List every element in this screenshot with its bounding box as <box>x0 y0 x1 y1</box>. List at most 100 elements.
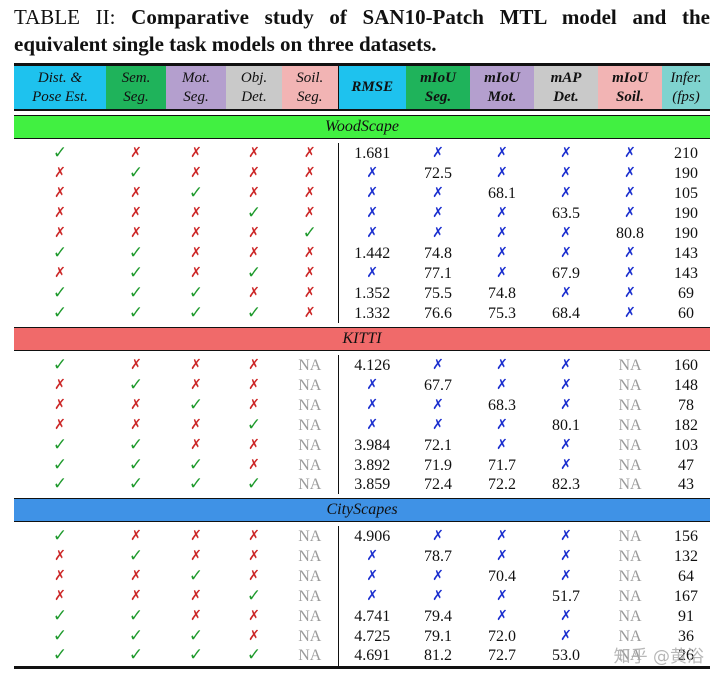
check-icon-glyph: ✓ <box>246 645 262 666</box>
table-body: WoodScape ✓ ✗ ✗ ✗ ✗ 1.681 ✗ ✗ ✗ ✗ 210 ✗ ✓ ✗ ✗ ✗ ✗ 72.5 ✗ ✗ ✗ 1… <box>14 110 710 669</box>
table-row: ✗ ✓ ✗ ✗ ✗ ✗ 72.5 ✗ ✗ ✗ 190 <box>14 163 710 183</box>
value-cell: 47 <box>678 456 694 474</box>
column-header: mIoU Soil. <box>598 63 662 111</box>
na-cell: NA <box>298 547 322 565</box>
check-icon: ✓ <box>14 526 106 546</box>
cross-icon: ✗ <box>106 183 166 203</box>
cross-icon-glyph: ✗ <box>496 245 508 261</box>
value-cell: 210 <box>674 144 698 162</box>
cross-icon: ✗ <box>166 415 226 435</box>
table-row: ✗ ✗ ✓ ✗ NA ✗ ✗ 68.3 ✗ NA 78 <box>14 395 710 415</box>
value-cell: 4.741 <box>337 606 406 627</box>
cross-icon: ✗ <box>406 203 470 223</box>
cross-icon-glyph: ✗ <box>190 265 202 281</box>
cross-icon-glyph: ✗ <box>496 165 508 181</box>
table-row: ✓ ✓ ✗ ✗ ✗ 1.442 74.8 ✗ ✗ ✗ 143 <box>14 243 710 263</box>
value-cell: 160 <box>674 356 698 374</box>
cross-icon-glyph: ✗ <box>54 165 66 181</box>
value-cell: 43 <box>678 476 694 494</box>
cross-icon-glyph: ✗ <box>496 265 508 281</box>
cross-icon-glyph: ✗ <box>130 225 142 241</box>
cross-icon: ✗ <box>166 263 226 283</box>
cross-icon: ✗ <box>534 223 598 243</box>
cross-icon: ✗ <box>226 395 282 415</box>
check-icon-glyph: ✓ <box>52 625 68 646</box>
cross-icon: ✗ <box>534 355 598 375</box>
cross-icon: ✗ <box>106 395 166 415</box>
value-cell: 1.442 <box>337 243 406 263</box>
cross-icon: ✗ <box>406 395 470 415</box>
cross-icon-glyph: ✗ <box>190 245 202 261</box>
cross-icon: ✗ <box>534 455 598 475</box>
cross-icon: ✗ <box>470 223 534 243</box>
na-cell: NA <box>618 567 642 585</box>
cross-icon: ✗ <box>166 435 226 455</box>
cross-icon: ✗ <box>14 163 106 183</box>
cross-icon-glyph: ✗ <box>130 357 142 373</box>
cross-icon-glyph: ✗ <box>248 628 260 645</box>
check-icon: ✓ <box>106 455 166 475</box>
cross-icon: ✗ <box>14 395 106 415</box>
cross-icon-glyph: ✗ <box>560 568 572 585</box>
value-cell: 91 <box>678 607 694 625</box>
cross-icon-glyph: ✗ <box>432 205 444 221</box>
value-cell: 36 <box>678 627 694 645</box>
cross-icon: ✗ <box>470 415 534 435</box>
na-cell: NA <box>298 607 322 625</box>
cross-icon: ✗ <box>534 606 598 626</box>
column-header-line2: Soil. <box>616 88 644 105</box>
value-cell: 190 <box>674 224 698 242</box>
cross-icon-glyph: ✗ <box>496 528 508 545</box>
cross-icon-glyph: ✗ <box>560 165 572 181</box>
cross-icon-glyph: ✗ <box>560 377 572 393</box>
table-row: ✓ ✓ ✓ ✗ ✗ 1.352 75.5 74.8 ✗ ✗ 69 <box>14 283 710 303</box>
cross-icon-glyph: ✗ <box>190 205 202 221</box>
na-cell: NA <box>598 646 662 669</box>
cross-icon-glyph: ✗ <box>432 357 444 373</box>
check-icon: ✓ <box>226 415 282 435</box>
check-icon-glyph: ✓ <box>128 302 144 323</box>
check-icon-glyph: ✓ <box>128 605 144 626</box>
cross-icon: ✗ <box>106 143 166 163</box>
cross-icon: ✗ <box>598 263 662 283</box>
cross-icon: ✗ <box>14 566 106 586</box>
check-icon-glyph: ✓ <box>52 645 68 666</box>
check-icon-glyph: ✓ <box>188 474 204 495</box>
cross-icon: ✗ <box>534 243 598 263</box>
value-cell: 26 <box>662 646 710 669</box>
value-cell: 3.859 <box>337 475 406 495</box>
cross-icon: ✗ <box>226 526 282 546</box>
check-icon-glyph: ✓ <box>246 202 262 223</box>
table-row: ✓ ✓ ✓ ✗ NA 3.892 71.9 71.7 ✗ NA 47 <box>14 455 710 475</box>
check-icon-glyph: ✓ <box>52 282 68 303</box>
cross-icon-glyph: ✗ <box>432 185 444 201</box>
cross-icon-glyph: ✗ <box>248 548 260 565</box>
cross-icon: ✗ <box>106 355 166 375</box>
column-header-line2: Mot. <box>487 88 517 105</box>
cross-icon-glyph: ✗ <box>366 568 379 585</box>
cross-icon: ✗ <box>166 223 226 243</box>
column-header-line1: Mot. <box>182 69 210 86</box>
check-icon-glyph: ✓ <box>128 545 144 566</box>
cross-icon: ✗ <box>598 183 662 203</box>
check-icon: ✓ <box>226 645 282 669</box>
check-icon-glyph: ✓ <box>52 454 68 475</box>
check-icon-glyph: ✓ <box>128 474 144 495</box>
cross-icon-glyph: ✗ <box>432 588 444 605</box>
cross-icon: ✗ <box>166 586 226 606</box>
check-icon: ✓ <box>106 435 166 455</box>
value-cell: 79.1 <box>424 627 452 645</box>
value-cell: 82.3 <box>552 476 580 494</box>
check-icon-glyph: ✓ <box>188 282 204 303</box>
cross-icon-glyph: ✗ <box>560 285 572 301</box>
check-icon: ✓ <box>166 395 226 415</box>
table-row: ✓ ✓ ✓ ✗ NA 4.725 79.1 72.0 ✗ NA 36 <box>14 625 710 647</box>
value-cell: 72.2 <box>488 476 516 494</box>
cross-icon-glyph: ✗ <box>624 205 636 221</box>
cross-icon-glyph: ✗ <box>432 568 444 585</box>
cross-icon: ✗ <box>534 395 598 415</box>
column-header: mIoU Mot. <box>470 63 534 111</box>
cross-icon: ✗ <box>406 183 470 203</box>
check-icon-glyph: ✓ <box>128 374 144 395</box>
cross-icon: ✗ <box>406 586 470 606</box>
